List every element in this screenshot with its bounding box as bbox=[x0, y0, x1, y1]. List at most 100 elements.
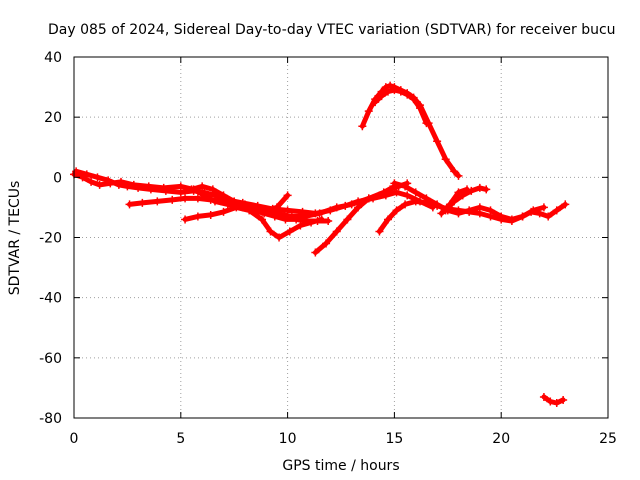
data-point bbox=[552, 398, 561, 407]
data-point bbox=[206, 210, 215, 219]
data-point bbox=[454, 188, 463, 197]
data-point bbox=[298, 207, 307, 216]
data-point bbox=[403, 90, 412, 99]
data-point bbox=[375, 191, 384, 200]
data-point bbox=[409, 95, 418, 104]
data-point bbox=[270, 212, 279, 221]
data-point bbox=[390, 86, 399, 95]
x-tick-labels: 0 5 10 15 20 25 bbox=[70, 431, 617, 447]
data-point bbox=[161, 186, 170, 195]
data-point bbox=[285, 227, 294, 236]
data-point bbox=[401, 200, 410, 209]
data-point bbox=[311, 248, 320, 257]
data-point bbox=[401, 182, 410, 191]
data-point bbox=[251, 203, 260, 212]
data-point bbox=[358, 122, 367, 131]
axis-ticks bbox=[73, 56, 609, 419]
data-point bbox=[292, 215, 301, 224]
data-series bbox=[70, 81, 570, 407]
data-point bbox=[134, 183, 143, 192]
x-tick-label: 25 bbox=[599, 431, 617, 447]
x-tick-label: 0 bbox=[70, 431, 79, 447]
data-point bbox=[343, 215, 352, 224]
data-point bbox=[187, 185, 196, 194]
data-point bbox=[437, 209, 446, 218]
data-point bbox=[219, 207, 228, 216]
data-point bbox=[381, 83, 390, 92]
data-point bbox=[114, 180, 123, 189]
data-point bbox=[422, 119, 431, 128]
data-point bbox=[93, 173, 102, 182]
data-point bbox=[475, 183, 484, 192]
data-point bbox=[123, 182, 132, 191]
data-point bbox=[82, 170, 91, 179]
data-point bbox=[497, 212, 506, 221]
data-point bbox=[454, 209, 463, 218]
data-point bbox=[354, 203, 363, 212]
data-point bbox=[544, 212, 553, 221]
data-point bbox=[87, 177, 96, 186]
data-point bbox=[364, 194, 373, 203]
data-point bbox=[317, 215, 326, 224]
data-point bbox=[153, 197, 162, 206]
data-point bbox=[552, 206, 561, 215]
data-point bbox=[275, 233, 284, 242]
series-line-arc-5 bbox=[189, 183, 291, 213]
data-point bbox=[332, 227, 341, 236]
data-point bbox=[463, 185, 472, 194]
data-point bbox=[561, 200, 570, 209]
data-point bbox=[283, 206, 292, 215]
grid-lines bbox=[74, 57, 608, 418]
data-point bbox=[529, 206, 538, 215]
data-point bbox=[390, 179, 399, 188]
data-point bbox=[307, 218, 316, 227]
data-point bbox=[507, 215, 516, 224]
data-point bbox=[375, 227, 384, 236]
data-point bbox=[326, 206, 335, 215]
data-point bbox=[72, 167, 81, 176]
data-point bbox=[422, 194, 431, 203]
data-point bbox=[283, 191, 292, 200]
y-tick-label: 0 bbox=[53, 170, 62, 186]
data-point bbox=[324, 216, 333, 225]
data-point bbox=[146, 185, 155, 194]
y-tick-label: 40 bbox=[44, 50, 62, 66]
data-point bbox=[138, 198, 147, 207]
data-point bbox=[441, 155, 450, 164]
data-point bbox=[546, 397, 555, 406]
data-point bbox=[383, 87, 392, 96]
data-point bbox=[198, 182, 207, 191]
data-point bbox=[445, 200, 454, 209]
data-point bbox=[125, 200, 134, 209]
data-point bbox=[364, 107, 373, 116]
data-point bbox=[386, 81, 395, 90]
data-point bbox=[486, 206, 495, 215]
data-point bbox=[341, 201, 350, 210]
y-tick-label: -40 bbox=[39, 291, 62, 307]
data-point bbox=[95, 180, 104, 189]
y-tick-label: -80 bbox=[39, 411, 62, 427]
data-point bbox=[240, 200, 249, 209]
x-tick-label: 5 bbox=[176, 431, 185, 447]
data-point bbox=[230, 197, 239, 206]
data-point bbox=[377, 92, 386, 101]
y-tick-labels: -80 -60 -40 -20 0 20 40 bbox=[39, 50, 62, 427]
x-tick-label: 20 bbox=[492, 431, 510, 447]
data-point bbox=[232, 203, 241, 212]
data-point bbox=[518, 212, 527, 221]
data-point bbox=[559, 395, 568, 404]
data-point bbox=[176, 188, 185, 197]
data-point bbox=[482, 185, 491, 194]
data-point bbox=[411, 197, 420, 206]
data-point bbox=[416, 104, 425, 113]
data-point bbox=[386, 185, 395, 194]
data-point bbox=[433, 137, 442, 146]
data-point bbox=[322, 239, 331, 248]
data-point bbox=[281, 215, 290, 224]
y-tick-label: -60 bbox=[39, 351, 62, 367]
data-point bbox=[257, 215, 266, 224]
y-axis-label: SDTVAR / TECUs bbox=[7, 181, 23, 296]
data-point bbox=[539, 392, 548, 401]
chart-title: Day 085 of 2024, Sidereal Day-to-day VTE… bbox=[48, 22, 616, 38]
